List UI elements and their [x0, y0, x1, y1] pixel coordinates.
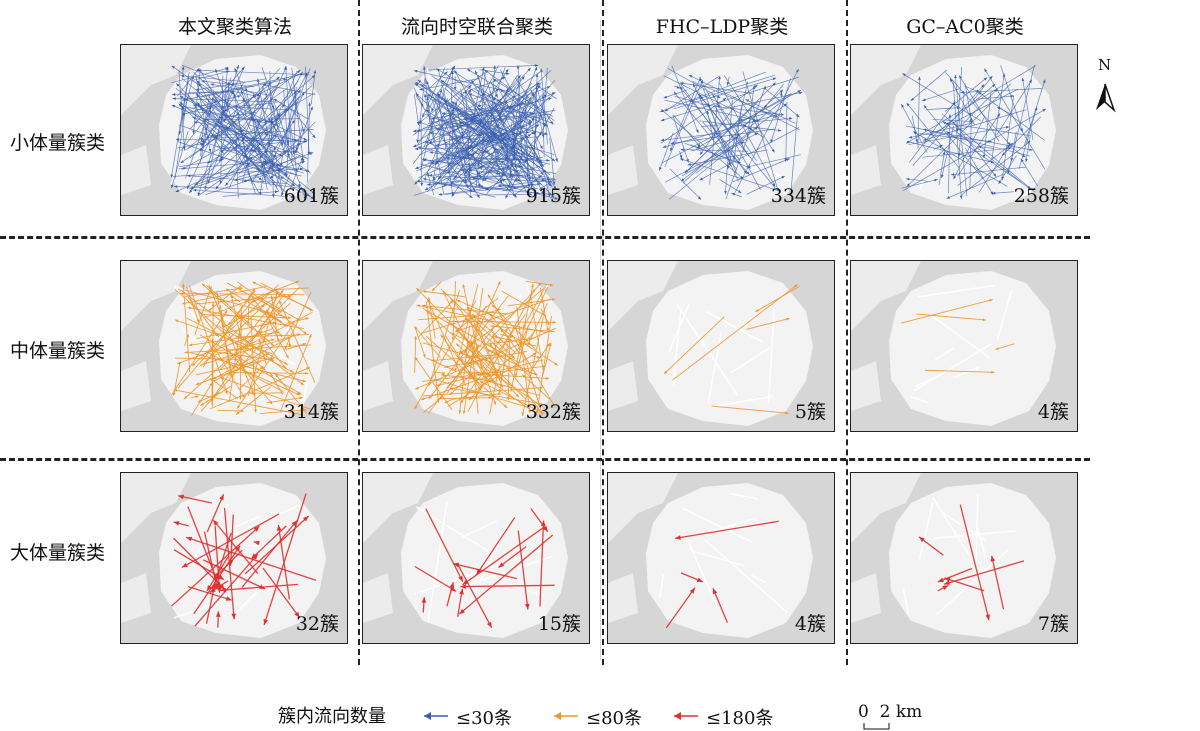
map-panel: 5簇 — [607, 260, 835, 432]
cluster-count: 601簇 — [284, 181, 339, 208]
legend-label-small: ≤30条 — [456, 704, 512, 730]
cluster-count: 4簇 — [1038, 397, 1069, 424]
blue-arrow-icon — [422, 710, 454, 722]
legend-label-medium: ≤80条 — [586, 704, 642, 730]
red-arrow-icon — [672, 710, 704, 722]
map-panel: 32簇 — [120, 472, 348, 644]
row-separator — [0, 458, 1090, 461]
row-title-2: 大体量簇类 — [0, 538, 115, 565]
cluster-count: 314簇 — [284, 397, 339, 424]
scale-label: 0 2 km — [858, 702, 922, 722]
column-title-2: FHC–LDP聚类 — [607, 12, 837, 39]
island-shape — [889, 483, 1056, 638]
map-panel: 314簇 — [120, 260, 348, 432]
row-title-1: 中体量簇类 — [0, 336, 115, 363]
map-panel: 4簇 — [850, 260, 1078, 432]
column-separator — [846, 0, 848, 665]
scale-bar: 0 2 km — [858, 702, 922, 722]
map-panel: 334簇 — [607, 44, 835, 216]
map-panel: 15簇 — [362, 472, 590, 644]
cluster-count: 258簇 — [1014, 181, 1069, 208]
legend-title: 簇内流向数量 — [278, 702, 386, 728]
map-panel: 7簇 — [850, 472, 1078, 644]
column-title-0: 本文聚类算法 — [120, 12, 350, 39]
map-panel: 258簇 — [850, 44, 1078, 216]
row-title-0: 小体量簇类 — [0, 128, 115, 155]
column-separator — [602, 0, 604, 665]
cluster-count: 915簇 — [526, 181, 581, 208]
orange-arrow-icon — [552, 710, 584, 722]
cluster-count: 7簇 — [1038, 609, 1069, 636]
map-panel: 601簇 — [120, 44, 348, 216]
legend-label-large: ≤180条 — [706, 704, 773, 730]
column-separator — [358, 0, 360, 665]
cluster-count: 32簇 — [296, 609, 339, 636]
island-shape — [889, 271, 1056, 426]
column-title-3: GC–AC0聚类 — [850, 12, 1080, 39]
map-panel: 332簇 — [362, 260, 590, 432]
cluster-count: 334簇 — [771, 181, 826, 208]
north-arrow-icon — [1092, 56, 1118, 116]
column-title-1: 流向时空联合聚类 — [362, 12, 592, 39]
cluster-count: 15簇 — [538, 609, 581, 636]
cluster-count: 332簇 — [526, 397, 581, 424]
cluster-count: 5簇 — [795, 397, 826, 424]
map-panel: 915簇 — [362, 44, 590, 216]
map-panel: 4簇 — [607, 472, 835, 644]
row-separator — [0, 236, 1090, 239]
cluster-count: 4簇 — [795, 609, 826, 636]
